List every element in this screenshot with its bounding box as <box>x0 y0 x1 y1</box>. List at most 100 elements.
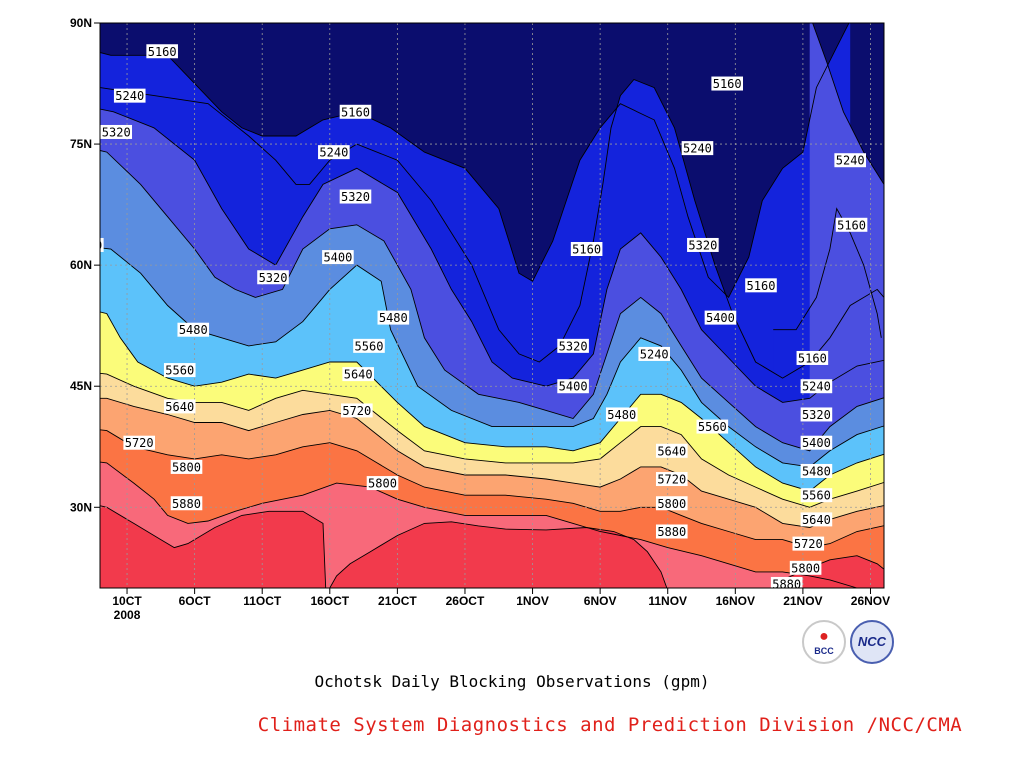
contour-labels: 5160 5160 5160 5160 5160 5160 5160 5240 5240 5240… <box>100 44 868 591</box>
contour-label-26: 5480 <box>607 408 636 422</box>
contour-label-4: 5160 <box>747 279 776 293</box>
contour-label-bg-3 <box>570 242 603 256</box>
contour-fill-5880-13 <box>329 521 667 588</box>
contour-label-bg-13 <box>100 124 133 139</box>
bcc-logo: ● BCC <box>802 620 846 664</box>
x-tick-label-6: 1NOV <box>516 594 549 608</box>
contour-label-bg-23 <box>100 237 104 252</box>
contour-label-bg-7 <box>113 88 146 103</box>
contour-label-31: 5560 <box>802 489 831 503</box>
contour-label-32: 5640 <box>165 400 194 414</box>
contour-label-bg-40 <box>170 459 203 474</box>
x-tick-label-1: 6OCT <box>179 594 212 608</box>
ncc-logo: NCC <box>850 620 894 664</box>
contour-label-bg-16 <box>557 338 589 353</box>
y-tick-label-1: 45N <box>70 379 92 393</box>
contour-label-bg-36 <box>123 435 155 450</box>
contour-label-34: 5640 <box>657 444 686 458</box>
contour-label-0: 5160 <box>148 45 177 59</box>
contour-label-bg-45 <box>655 524 688 539</box>
contour-label-bg-19 <box>322 250 354 265</box>
contour-label-bg-37 <box>341 403 373 418</box>
x-tick-label-5: 26OCT <box>446 594 485 608</box>
y-tick-label-4: 90N <box>70 16 92 30</box>
contour-fill-5880-12 <box>100 505 326 588</box>
contour-line-5880-13 <box>329 521 668 588</box>
contour-chart: 5160 5160 5160 5160 5160 5160 5160 5240 5240 5240… <box>70 16 890 622</box>
contour-label-bg-2 <box>711 76 743 91</box>
contour-label-bg-35 <box>800 512 833 527</box>
contour-label-10: 5240 <box>640 347 669 361</box>
contour-line-5560-8 <box>100 372 884 508</box>
contour-label-bg-14 <box>257 270 289 285</box>
contour-label-6: 5160 <box>798 351 827 365</box>
contour-label-bg-11 <box>834 153 867 168</box>
contour-label-12: 5240 <box>802 380 831 394</box>
x-tick-label-7: 6NOV <box>584 594 617 608</box>
contour-label-33: 5640 <box>344 368 373 382</box>
contour-label-bg-29 <box>353 338 385 353</box>
contour-label-41: 5800 <box>368 477 397 491</box>
contour-label-bg-28 <box>163 363 196 378</box>
contour-label-bg-18 <box>800 407 833 422</box>
contour-label-bg-8 <box>318 145 350 160</box>
credit-line: Climate System Diagnostics and Predictio… <box>257 714 963 736</box>
contour-line-5480-7 <box>100 311 884 492</box>
contour-label-bg-15 <box>339 189 372 204</box>
contour-label-13: 5320 <box>102 125 131 139</box>
contour-line-5320-5 <box>100 150 884 452</box>
logos: ● BCC NCC <box>800 620 900 664</box>
contour-label-bg-43 <box>789 560 822 575</box>
x-tick-label-0: 10CT <box>112 594 142 608</box>
contour-label-bg-10 <box>638 346 671 361</box>
contour-label-25: 5480 <box>379 311 408 325</box>
contour-label-8: 5240 <box>319 146 348 160</box>
contour-label-28: 5560 <box>165 364 194 378</box>
contour-label-5: 5160 <box>837 218 866 232</box>
contour-label-46: 5880 <box>772 577 801 591</box>
contour-line-5400-6 <box>100 247 884 468</box>
contour-line-5720-10 <box>100 429 884 549</box>
contour-label-bg-46 <box>770 576 803 588</box>
contour-label-bg-39 <box>792 536 825 551</box>
contour-label-27: 5480 <box>802 464 831 478</box>
x-tick-label-3: 16OCT <box>310 594 349 608</box>
contour-label-36: 5720 <box>125 436 154 450</box>
contour-label-18: 5320 <box>802 408 831 422</box>
x-tick-label-8: 11NOV <box>648 594 687 608</box>
contour-label-bg-42 <box>655 496 688 511</box>
contour-label-45: 5880 <box>657 525 686 539</box>
contour-label-bg-31 <box>800 488 833 503</box>
contour-label-bg-6 <box>796 350 829 365</box>
contour-label-bg-17 <box>687 237 719 252</box>
x-tick-label-11: 26NOV <box>851 594 890 608</box>
contour-label-bg-44 <box>170 496 203 511</box>
contour-label-bg-30 <box>696 419 729 434</box>
contour-label-44: 5880 <box>172 497 201 511</box>
contour-label-9: 5240 <box>683 142 712 156</box>
contour-label-1: 5160 <box>341 105 370 119</box>
contour-label-14: 5320 <box>259 271 288 285</box>
contour-label-15: 5320 <box>341 190 370 204</box>
contour-label-bg-20 <box>557 379 589 394</box>
contour-label-bg-25 <box>377 310 410 325</box>
contour-label-bg-22 <box>800 435 833 450</box>
contour-line-5800-11 <box>100 461 859 588</box>
plot-frame <box>99 22 885 589</box>
bcc-swirl-icon: ● <box>819 628 829 645</box>
contour-label-bg-34 <box>655 443 688 458</box>
contour-label-29: 5560 <box>355 339 384 353</box>
contour-label-bg-33 <box>342 367 374 382</box>
contour-label-16: 5320 <box>559 339 588 353</box>
contour-label-17: 5320 <box>688 238 717 252</box>
contour-label-20: 5400 <box>559 380 588 394</box>
contour-line-5240-3 <box>812 23 884 187</box>
x-tick-label-9: 16NOV <box>716 594 755 608</box>
contour-line-5880-12 <box>100 505 327 588</box>
contour-label-7: 5240 <box>115 89 144 103</box>
y-tick-label-3: 75N <box>70 137 92 151</box>
contour-label-bg-24 <box>177 322 210 337</box>
contour-label-35: 5640 <box>802 513 831 527</box>
contour-label-bg-12 <box>800 379 833 394</box>
ncc-logo-text: NCC <box>857 634 887 649</box>
